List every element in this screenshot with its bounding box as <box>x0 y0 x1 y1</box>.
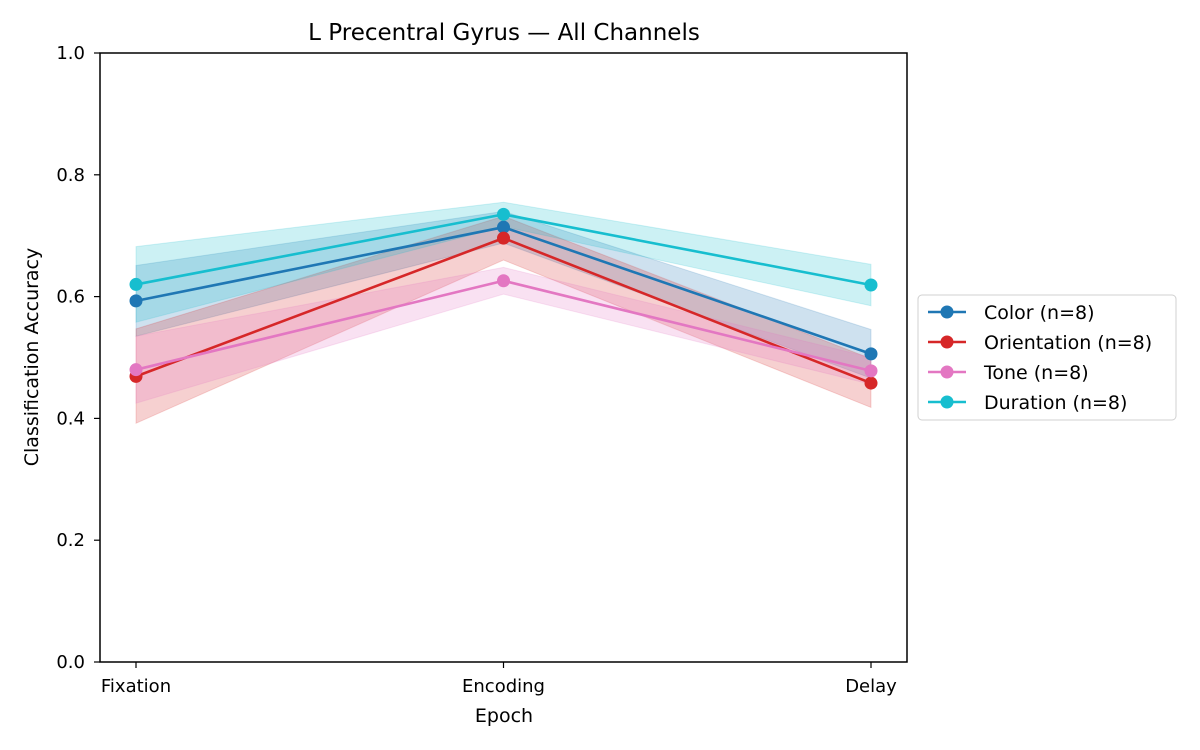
y-tick-label-1: 0.2 <box>56 530 85 551</box>
duration-legend-label: Duration (n=8) <box>984 392 1127 414</box>
y-tick-label-3: 0.6 <box>56 287 85 308</box>
legend-box <box>917 294 1177 421</box>
duration-point-fixation <box>129 277 143 291</box>
x-tick-label-fixation: Fixation <box>101 676 171 697</box>
tone-point-delay <box>864 364 878 378</box>
color-legend-label: Color (n=8) <box>984 302 1095 324</box>
x-axis-ticks: Fixation Encoding Delay <box>101 662 897 697</box>
y-tick-label-4: 0.8 <box>56 165 85 186</box>
duration-point-delay <box>864 278 878 292</box>
y-tick-label-2: 0.4 <box>56 408 85 429</box>
series-points <box>129 207 878 390</box>
x-tick-label-delay: Delay <box>845 676 897 697</box>
y-tick-label-0: 0.0 <box>56 652 85 673</box>
x-axis-label: Epoch <box>475 705 533 727</box>
plot-frame <box>99 52 908 663</box>
legend: Color (n=8) Orientation (n=8) Tone (n=8) Du… <box>917 294 1177 421</box>
duration-confidence-band <box>135 201 872 323</box>
color-point-encoding <box>497 220 510 234</box>
orientation-legend-marker <box>940 335 954 349</box>
chart-title: L Precentral Gyrus — All Channels <box>308 20 700 46</box>
duration-legend-marker <box>940 395 954 409</box>
color-point-delay <box>864 347 878 361</box>
color-point-fixation <box>129 294 143 308</box>
y-axis-ticks: 0.0 0.2 0.4 0.6 0.8 1.0 <box>56 43 100 673</box>
orientation-point-encoding <box>497 231 510 245</box>
color-legend-marker <box>940 305 954 319</box>
y-axis-label: Classification Accuracy <box>21 248 43 467</box>
tone-point-fixation <box>129 363 143 377</box>
orientation-legend-label: Orientation (n=8) <box>984 332 1152 354</box>
orientation-point-delay <box>864 376 878 390</box>
duration-point-encoding <box>497 207 510 221</box>
tone-legend-marker <box>940 365 954 379</box>
tone-point-encoding <box>497 274 510 288</box>
y-tick-label-5: 1.0 <box>56 43 85 64</box>
x-tick-label-encoding: Encoding <box>462 676 545 697</box>
tone-legend-label: Tone (n=8) <box>983 362 1089 384</box>
